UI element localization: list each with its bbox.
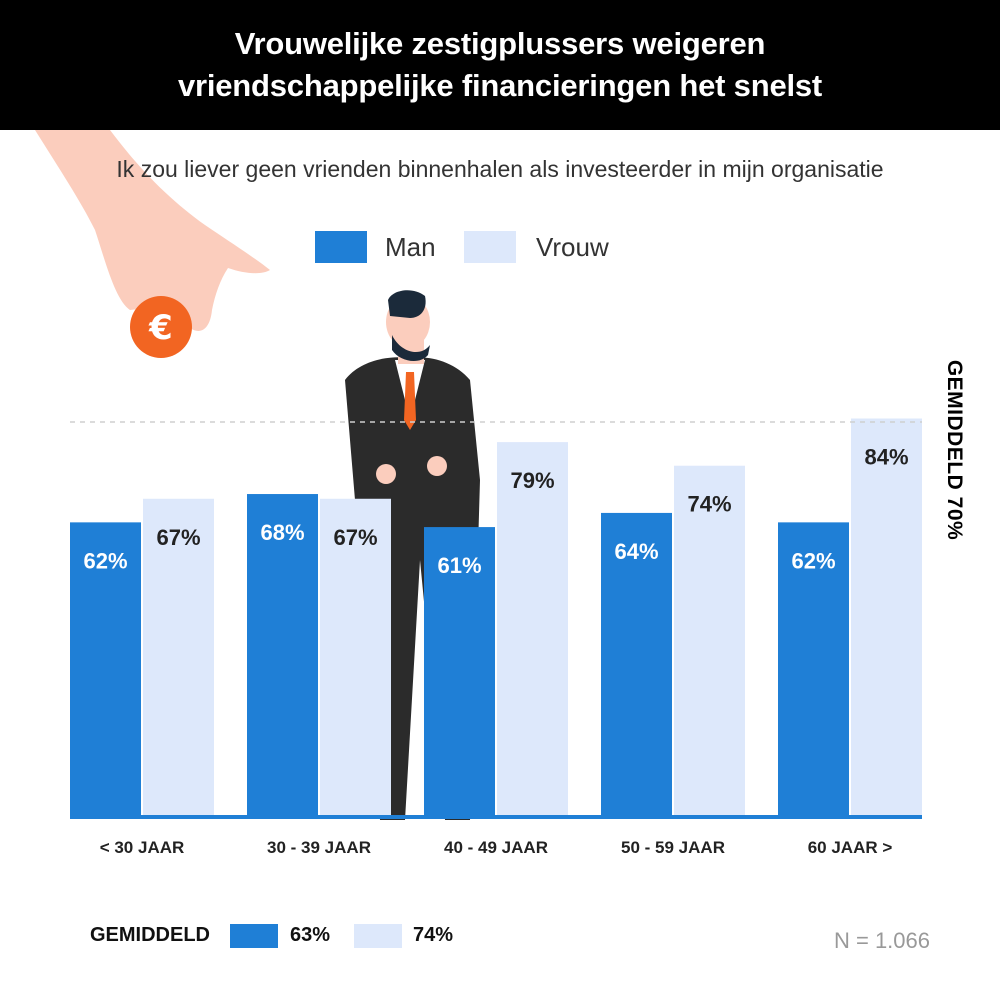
x-axis-baseline bbox=[70, 815, 922, 819]
hand-illustration bbox=[35, 130, 270, 331]
x-tick-label-4: 60 JAAR > bbox=[808, 838, 893, 857]
title-line-2: vriendschappelijke financieringen het sn… bbox=[177, 68, 823, 103]
bar-label-man-1: 68% bbox=[260, 520, 304, 545]
average-reference-label: GEMIDDELD 70% bbox=[943, 355, 966, 545]
title-line-1: Vrouwelijke zestigplussers weigeren bbox=[234, 26, 766, 61]
bar-vrouw-2 bbox=[497, 442, 568, 815]
legend-label-vrouw: Vrouw bbox=[536, 232, 609, 262]
bar-label-vrouw-4: 84% bbox=[864, 445, 908, 470]
x-tick-label-1: 30 - 39 JAAR bbox=[267, 838, 371, 857]
bar-label-man-4: 62% bbox=[791, 548, 835, 573]
title-banner: Vrouwelijke zestigplussers weigeren vrie… bbox=[0, 0, 1000, 130]
bar-label-vrouw-3: 74% bbox=[687, 492, 731, 517]
footer-average-label: GEMIDDELD bbox=[90, 924, 210, 946]
chart-subtitle: Ik zou liever geen vrienden binnenhalen … bbox=[116, 156, 884, 182]
euro-coin-icon: € bbox=[130, 296, 192, 358]
bar-vrouw-1 bbox=[320, 498, 391, 815]
x-tick-label-0: < 30 JAAR bbox=[100, 838, 185, 857]
footer-vrouw-average: 74% bbox=[413, 924, 454, 946]
bar-label-vrouw-0: 67% bbox=[156, 525, 200, 550]
x-tick-label-3: 50 - 59 JAAR bbox=[621, 838, 725, 857]
legend-swatch-man bbox=[315, 231, 367, 263]
bar-man-3 bbox=[601, 512, 672, 815]
footer-swatch-man bbox=[230, 924, 278, 948]
x-tick-label-2: 40 - 49 JAAR bbox=[444, 838, 548, 857]
bar-label-vrouw-2: 79% bbox=[510, 468, 554, 493]
euro-symbol: € bbox=[148, 308, 173, 348]
bar-vrouw-3 bbox=[674, 465, 745, 815]
bar-vrouw-4 bbox=[851, 418, 922, 815]
bar-vrouw-0 bbox=[143, 498, 214, 815]
bar-man-1 bbox=[247, 494, 318, 815]
bar-man-2 bbox=[424, 527, 495, 815]
footer-swatch-vrouw bbox=[354, 924, 402, 948]
bar-label-man-0: 62% bbox=[83, 548, 127, 573]
bar-label-man-2: 61% bbox=[437, 553, 481, 578]
legend-swatch-vrouw bbox=[464, 231, 516, 263]
average-reference-text: GEMIDDELD 70% bbox=[943, 359, 966, 541]
legend-label-man: Man bbox=[385, 232, 436, 262]
sample-size: N = 1.066 bbox=[833, 928, 930, 953]
bar-label-vrouw-1: 67% bbox=[333, 525, 377, 550]
footer-man-average: 63% bbox=[290, 924, 331, 946]
bar-label-man-3: 64% bbox=[614, 539, 658, 564]
bar-man-4 bbox=[778, 522, 849, 815]
bar-man-0 bbox=[70, 522, 141, 815]
